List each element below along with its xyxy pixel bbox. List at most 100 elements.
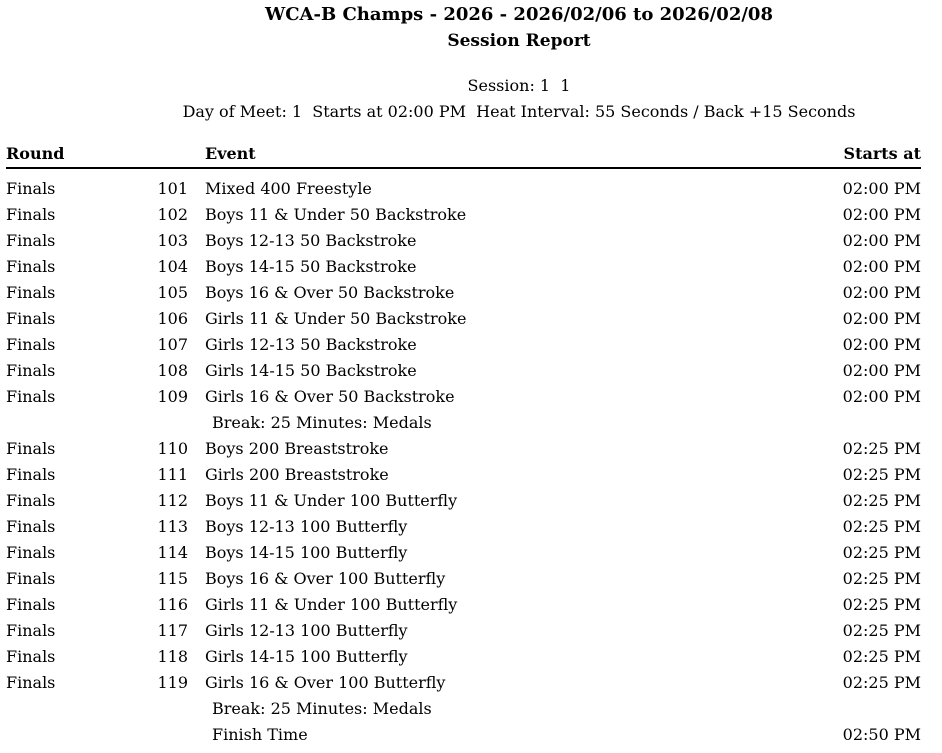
starts-at-cell: 02:25 PM — [842, 465, 921, 484]
round-cell — [6, 410, 156, 436]
starts-at-cell: 02:00 PM — [842, 179, 921, 198]
event-number-cell: 102 — [157, 205, 188, 224]
event-name-cell: Girls 12-13 100 Butterfly — [205, 621, 408, 640]
column-header-event: Event — [205, 144, 256, 163]
table-row: Finals 103 Boys 12-13 50 Backstroke 02:0… — [6, 228, 921, 254]
starts-at-cell: 02:00 PM — [842, 309, 921, 328]
table-row: Finals 109 Girls 16 & Over 50 Backstroke… — [6, 384, 921, 410]
session-info: Session: 1 1 — [467, 76, 571, 95]
event-name-cell: Girls 16 & Over 100 Butterfly — [205, 673, 446, 692]
round-cell — [6, 696, 156, 722]
event-name-cell: Boys 12-13 50 Backstroke — [205, 231, 417, 250]
event-number-cell: 119 — [157, 673, 188, 692]
event-name-cell: Girls 16 & Over 50 Backstroke — [205, 387, 455, 406]
starts-at-cell: 02:25 PM — [842, 621, 921, 640]
round-cell: Finals — [6, 673, 56, 692]
table-row: Finals 102 Boys 11 & Under 50 Backstroke… — [6, 202, 921, 228]
event-number-cell — [156, 410, 188, 436]
round-cell: Finals — [6, 543, 56, 562]
event-number-cell: 108 — [157, 361, 188, 380]
starts-at-cell: 02:00 PM — [842, 361, 921, 380]
table-row: Finals 105 Boys 16 & Over 50 Backstroke … — [6, 280, 921, 306]
starts-at-cell: 02:00 PM — [842, 283, 921, 302]
round-cell: Finals — [6, 621, 56, 640]
event-name-cell: Boys 11 & Under 50 Backstroke — [205, 205, 467, 224]
event-number-cell: 101 — [157, 179, 188, 198]
round-cell: Finals — [6, 335, 56, 354]
event-number-cell: 110 — [157, 439, 188, 458]
round-cell: Finals — [6, 595, 56, 614]
report-title: Session Report — [447, 31, 591, 51]
event-number-cell — [156, 696, 188, 722]
event-number-cell — [156, 722, 188, 748]
starts-at-cell: 02:25 PM — [842, 517, 921, 536]
event-name-cell: Boys 200 Breaststroke — [205, 439, 389, 458]
event-name-cell: Boys 16 & Over 100 Butterfly — [205, 569, 446, 588]
table-row: Finals 112 Boys 11 & Under 100 Butterfly… — [6, 488, 921, 514]
starts-at-cell: 02:00 PM — [842, 335, 921, 354]
event-name-cell: Boys 16 & Over 50 Backstroke — [205, 283, 455, 302]
round-cell: Finals — [6, 283, 56, 302]
round-cell: Finals — [6, 205, 56, 224]
event-name-cell: Boys 12-13 100 Butterfly — [205, 517, 408, 536]
header-spacer — [96, 54, 942, 73]
table-body: Finals 101 Mixed 400 Freestyle 02:00 PM … — [6, 176, 921, 748]
starts-at-cell: 02:25 PM — [842, 595, 921, 614]
round-cell — [6, 722, 156, 748]
event-number-cell: 116 — [157, 595, 188, 614]
table-row: Finals 119 Girls 16 & Over 100 Butterfly… — [6, 670, 921, 696]
round-cell: Finals — [6, 647, 56, 666]
round-cell: Finals — [6, 465, 56, 484]
round-cell: Finals — [6, 439, 56, 458]
event-number-cell: 112 — [157, 491, 188, 510]
starts-at-cell — [811, 696, 921, 722]
round-cell: Finals — [6, 179, 56, 198]
column-header-number — [156, 141, 188, 167]
table-row: Break: 25 Minutes: Medals — [6, 696, 921, 722]
event-name-cell: Girls 14-15 50 Backstroke — [205, 361, 417, 380]
table-row: Finals 108 Girls 14-15 50 Backstroke 02:… — [6, 358, 921, 384]
event-name-cell: Girls 12-13 50 Backstroke — [205, 335, 417, 354]
table-row: Finals 107 Girls 12-13 50 Backstroke 02:… — [6, 332, 921, 358]
table-row: Break: 25 Minutes: Medals — [6, 410, 921, 436]
table-row: Finals 117 Girls 12-13 100 Butterfly 02:… — [6, 618, 921, 644]
event-name-cell: Break: 25 Minutes: Medals — [212, 699, 432, 718]
event-name-cell: Girls 14-15 100 Butterfly — [205, 647, 408, 666]
table-row: Finish Time 02:50 PM — [6, 722, 921, 748]
round-cell: Finals — [6, 569, 56, 588]
table-row: Finals 113 Boys 12-13 100 Butterfly 02:2… — [6, 514, 921, 540]
event-number-cell: 103 — [157, 231, 188, 250]
event-name-cell: Finish Time — [212, 725, 308, 744]
meet-title: WCA-B Champs - 2026 - 2026/02/06 to 2026… — [265, 4, 773, 25]
table-row: Finals 104 Boys 14-15 50 Backstroke 02:0… — [6, 254, 921, 280]
event-number-cell: 106 — [157, 309, 188, 328]
starts-at-cell: 02:25 PM — [842, 543, 921, 562]
event-number-cell: 115 — [157, 569, 188, 588]
event-number-cell: 104 — [157, 257, 188, 276]
starts-at-cell: 02:00 PM — [842, 387, 921, 406]
starts-at-cell: 02:50 PM — [842, 725, 921, 744]
column-header-round: Round — [6, 144, 65, 163]
table-row: Finals 111 Girls 200 Breaststroke 02:25 … — [6, 462, 921, 488]
event-number-cell: 111 — [157, 465, 188, 484]
starts-at-cell: 02:25 PM — [842, 647, 921, 666]
event-number-cell: 118 — [157, 647, 188, 666]
event-name-cell: Boys 11 & Under 100 Butterfly — [205, 491, 458, 510]
event-name-cell: Girls 11 & Under 100 Butterfly — [205, 595, 458, 614]
event-number-cell: 117 — [157, 621, 188, 640]
round-cell: Finals — [6, 517, 56, 536]
round-cell: Finals — [6, 257, 56, 276]
event-name-cell: Break: 25 Minutes: Medals — [212, 413, 432, 432]
round-cell: Finals — [6, 231, 56, 250]
starts-at-cell: 02:25 PM — [842, 491, 921, 510]
session-schedule-table: Round Event Starts at Finals 101 Mixed 4… — [6, 141, 921, 748]
event-name-cell: Boys 14-15 100 Butterfly — [205, 543, 408, 562]
event-name-cell: Boys 14-15 50 Backstroke — [205, 257, 417, 276]
event-number-cell: 105 — [157, 283, 188, 302]
round-cell: Finals — [6, 491, 56, 510]
round-cell: Finals — [6, 387, 56, 406]
event-name-cell: Mixed 400 Freestyle — [205, 179, 372, 198]
event-name-cell: Girls 200 Breaststroke — [205, 465, 389, 484]
column-header-starts-at: Starts at — [843, 144, 921, 163]
